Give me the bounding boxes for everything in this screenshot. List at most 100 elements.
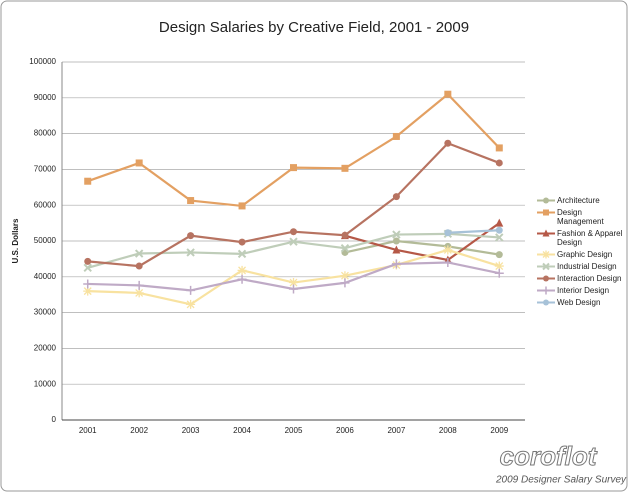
watermark: coroflot [500,441,598,471]
legend-item: Industrial Design [537,262,623,271]
y-tick-label: 20000 [34,344,57,353]
marker [392,245,401,254]
legend-swatch [537,209,555,216]
marker [495,144,503,152]
x-tick-label: 2003 [182,426,200,435]
marker [340,243,350,253]
marker [83,279,93,289]
x-tick-label: 2006 [336,426,354,435]
y-tick-label: 100000 [29,57,56,66]
marker [495,226,503,234]
legend-item: Fashion & Apparel Design [537,229,623,247]
legend-label: Fashion & Apparel Design [557,229,623,247]
legend-label: Graphic Design [557,250,613,259]
marker [237,265,247,275]
marker [392,237,400,245]
y-tick-label: 90000 [34,93,57,102]
marker [238,238,246,246]
marker [543,209,549,216]
marker [495,159,503,167]
marker [134,280,144,290]
legend-swatch [537,250,555,259]
legend-swatch [537,197,555,204]
chart-title: Design Salaries by Creative Field, 2001 … [159,19,469,36]
x-tick-label: 2008 [439,426,457,435]
y-tick-label: 30000 [34,308,57,317]
legend-swatch [537,262,555,271]
marker [392,193,400,201]
marker [542,229,550,237]
marker [543,275,549,282]
marker [83,263,92,273]
y-tick-label: 0 [52,415,57,424]
marker [341,231,349,239]
marker [444,90,452,98]
legend-swatch [537,286,555,295]
marker [495,251,503,259]
x-tick-label: 2004 [233,426,251,435]
marker [290,164,297,172]
y-tick-label: 70000 [34,165,57,174]
marker [186,299,196,309]
legend-item: Graphic Design [537,250,623,259]
legend-item: Design Management [537,208,623,226]
marker [290,228,297,236]
marker [237,249,247,259]
legend-swatch [537,299,555,306]
marker [186,285,196,295]
marker [135,262,143,270]
marker [392,132,400,140]
legend-swatch [537,229,555,237]
x-tick-label: 2001 [79,426,97,435]
marker [542,250,550,259]
legend-item: Architecture [537,196,623,205]
marker [495,218,504,227]
x-tick-label: 2009 [490,426,508,435]
marker [392,230,401,239]
marker [134,249,144,258]
y-tick-label: 50000 [34,236,57,245]
series-line [344,239,500,256]
series-line [344,222,500,262]
marker [135,159,143,167]
marker [289,237,298,246]
x-tick-label: 2007 [387,426,405,435]
legend-label: Interaction Design [557,274,622,283]
legend-label: Web Design [557,298,601,307]
marker [83,286,93,296]
marker [443,245,453,255]
y-tick-label: 80000 [34,129,57,138]
marker [543,299,549,306]
x-tick-label: 2002 [130,426,148,435]
marker [543,197,549,204]
legend-label: Design Management [557,208,604,226]
legend-label: Industrial Design [557,262,617,271]
marker [84,177,92,185]
marker [134,288,144,298]
marker [340,271,350,281]
y-tick-label: 10000 [34,379,57,388]
legend-label: Architecture [557,196,600,205]
marker [238,202,246,210]
marker [391,259,401,269]
y-tick-label: 60000 [34,200,57,209]
marker [186,248,195,257]
legend-label: Interior Design [557,286,610,295]
footer: 2009 Designer Salary Survey [495,475,627,486]
x-tick-label: 2005 [285,426,303,435]
marker [443,257,453,267]
marker [187,232,195,240]
marker [542,262,550,271]
legend-item: Interaction Design [537,274,623,283]
legend-swatch [537,275,555,282]
marker [494,268,504,278]
marker [187,197,195,205]
legend-item: Interior Design [537,286,623,295]
marker [84,257,92,265]
y-tick-label: 40000 [34,272,57,281]
marker [341,164,349,172]
y-axis-label: U.S. Dollars [11,218,20,263]
